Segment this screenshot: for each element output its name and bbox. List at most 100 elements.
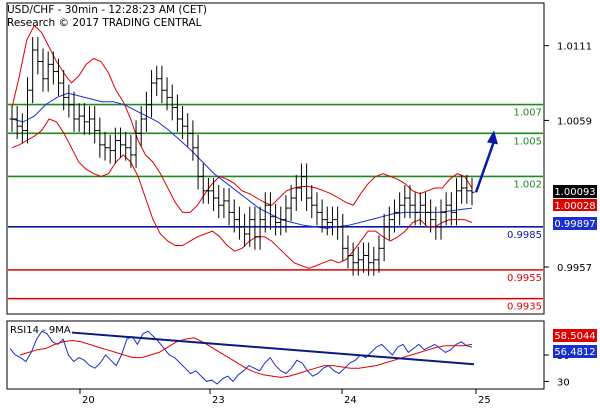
candle [164,77,170,111]
candle [459,175,465,204]
candle [267,192,273,230]
chart-title: USD/CHF - 30min - 12:28:23 AM (CET) [7,4,207,16]
candle [25,77,31,144]
candle [200,163,206,204]
x-tick-label-3: 25 [478,395,491,406]
candle [231,199,237,233]
candle [262,192,268,233]
candle [319,199,325,233]
candle [355,246,361,276]
candle [87,106,93,135]
candle [76,103,82,132]
candle [102,131,108,161]
x-tick-label-0: 20 [82,395,95,406]
red-price-label: 1.00028 [554,201,595,212]
candle [345,235,351,269]
candle [216,185,222,219]
candle [61,70,67,111]
candle [386,206,392,240]
candle [469,177,475,206]
forecast-arrow-shaft [474,140,496,193]
candle [174,94,180,132]
candle [402,185,408,219]
candle [417,192,423,226]
candle [190,120,196,161]
copyright: Research © 2017 TRADING CENTRAL [7,17,202,29]
rsi-trendline [71,331,475,366]
candle [443,192,449,226]
candle [242,213,248,247]
price-panel-frame [6,2,545,315]
candle [391,199,397,233]
candle [433,206,439,240]
candle [205,177,211,204]
level-label-3: 0.9985 [507,230,542,241]
candle [329,206,335,236]
candle [71,91,77,132]
candle [397,192,403,226]
candle [211,177,217,211]
candle [14,106,20,140]
level-label-0: 1.007 [513,108,542,119]
candle [149,70,155,118]
x-tick-label-2: 24 [344,395,357,406]
candle [45,51,51,92]
price-tags: 1.00093 1.00028 0.99897 [553,185,597,230]
candle [226,187,232,226]
rsi-ma-label: 58.5044 [554,331,595,342]
candle [50,51,56,85]
candle [133,120,139,168]
candle [107,134,113,164]
level-label-1: 1.005 [513,136,542,147]
rsi-line [9,330,473,385]
candle [143,91,149,132]
candle [252,206,258,250]
level-label-4: 0.9955 [507,273,542,284]
forecast-arrow-head [487,130,498,145]
candle [180,106,186,140]
candle [138,106,144,147]
bollinger-upper [11,24,473,213]
rsi-tick-label-1: 30 [557,377,570,388]
bollinger-lower [11,118,473,269]
last-price-label: 1.00093 [554,187,595,198]
level-label-5: 0.9935 [507,302,542,313]
candle [314,192,320,226]
candle [221,187,227,219]
candle [278,206,284,236]
candle [185,113,191,147]
candle [128,134,134,168]
candle [92,106,98,144]
candle [350,242,356,276]
candle [335,206,341,240]
price-tick-label-0: 1.0111 [557,42,592,53]
candle [360,242,366,273]
candle [154,65,160,96]
forecast-arrow [474,130,498,193]
candle [273,203,279,236]
candle [195,134,201,190]
candle [309,185,315,219]
candle [19,113,25,144]
candle [56,58,62,96]
candle [381,213,387,262]
candle [376,235,382,273]
candle [30,37,36,104]
candle [293,175,299,211]
candle [453,177,459,226]
bollinger-bands [11,24,473,269]
candle [257,206,263,250]
candle [428,199,434,233]
blue-price-tag [553,217,597,230]
x-tick-label-1: 23 [212,395,225,406]
candle [97,117,103,158]
rsi-value-tag [553,345,597,358]
blue-price-label: 0.99897 [554,219,595,230]
price-tick-label-2: 0.9957 [557,263,592,274]
candle [35,37,41,75]
candle [407,185,413,219]
candle [159,65,165,104]
candle [40,48,46,92]
